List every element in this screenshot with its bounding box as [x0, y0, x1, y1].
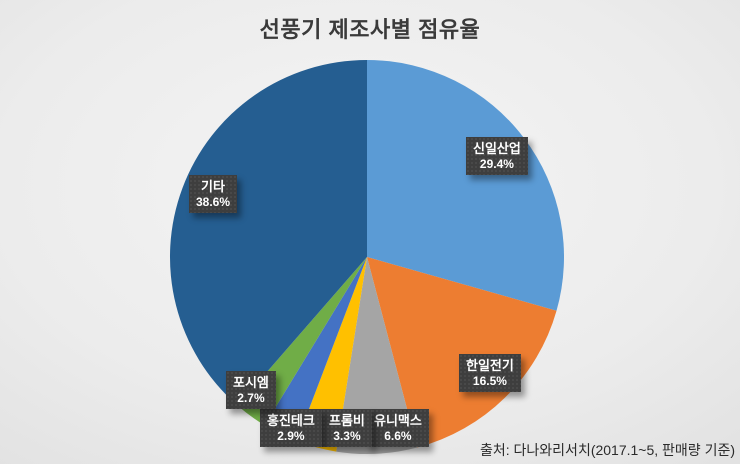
pie-label-name: 한일전기 — [466, 358, 514, 373]
pie-label-2: 유니맥스 6.6% — [367, 409, 429, 448]
pie-slice-0[interactable] — [367, 60, 565, 311]
pie-slice-4[interactable] — [264, 257, 367, 442]
pie-label-3: 프롬비 3.3% — [322, 409, 372, 448]
pie-label-5: 포시엠 2.7% — [226, 371, 276, 410]
chart-title: 선풍기 제조사별 점유율 — [259, 17, 481, 42]
pie-label-percent: 16.5% — [472, 374, 507, 389]
pie-slice-6[interactable] — [169, 60, 367, 406]
pie-label-name: 기타 — [201, 179, 225, 194]
pie-slice-1[interactable] — [367, 257, 557, 448]
pie-label-percent: 2.9% — [277, 429, 305, 444]
pie-label-name: 신일산업 — [473, 141, 521, 156]
pie-label-4: 홍진테크 2.9% — [260, 409, 322, 448]
pie-slice-3[interactable] — [296, 257, 367, 452]
pie-label-percent: 29.4% — [479, 157, 514, 172]
source-attribution: 출처: 다나와리서치(2017.1~5, 판매량 기준) — [480, 442, 735, 458]
pie-label-name: 유니맥스 — [374, 413, 422, 428]
pie-label-name: 프롬비 — [329, 413, 365, 428]
pie-label-percent: 3.3% — [333, 429, 361, 444]
pie-label-0: 신일산업 29.4% — [466, 137, 528, 176]
pie-label-1: 한일전기 16.5% — [459, 354, 521, 393]
pie-slice-2[interactable] — [336, 257, 418, 454]
pie-label-name: 포시엠 — [233, 375, 269, 390]
pie-label-name: 홍진테크 — [267, 413, 315, 428]
pie-label-percent: 6.6% — [384, 429, 412, 444]
pie-label-percent: 38.6% — [196, 195, 231, 210]
pie-label-6: 기타 38.6% — [189, 175, 238, 214]
pie-label-percent: 2.7% — [237, 391, 265, 406]
